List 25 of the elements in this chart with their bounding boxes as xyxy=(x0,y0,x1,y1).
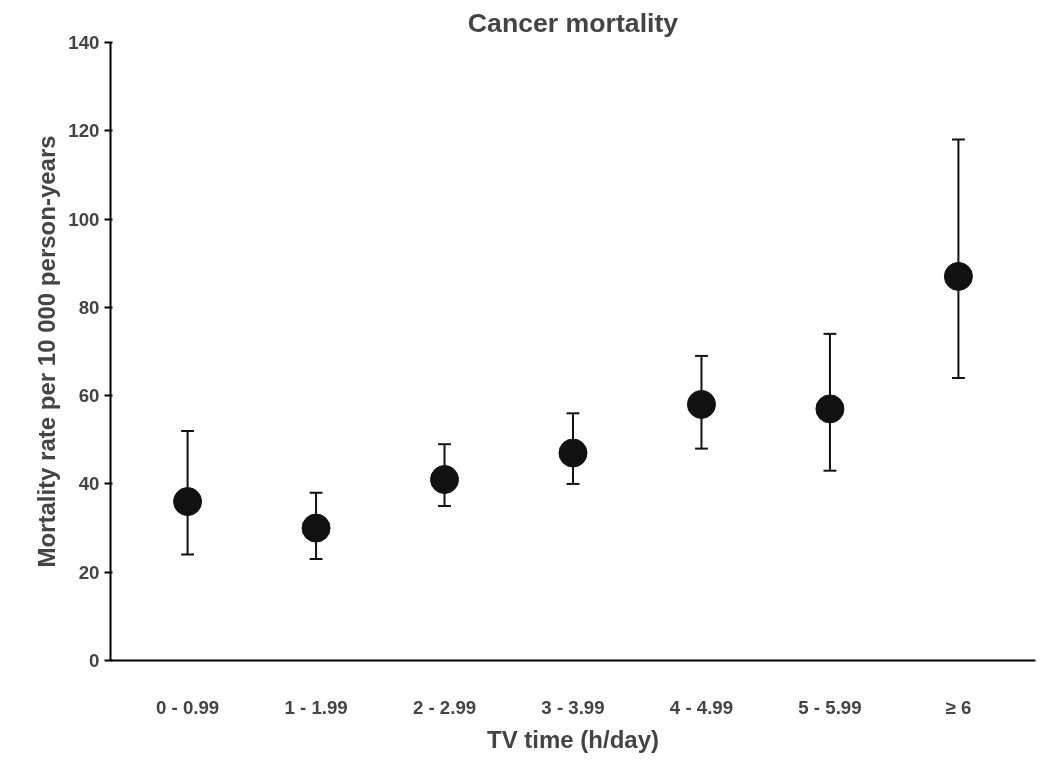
point xyxy=(173,487,203,517)
chart-title: Cancer mortality xyxy=(467,7,679,38)
point xyxy=(301,513,331,543)
point xyxy=(943,261,973,291)
y-tick-label: 80 xyxy=(78,296,100,318)
x-tick-label: ≥ 6 xyxy=(945,696,972,718)
y-tick-label: 100 xyxy=(68,208,100,230)
x-tick-label: 2 - 2.99 xyxy=(412,696,477,718)
y-tick-label: 20 xyxy=(78,561,100,583)
y-axis-title: Mortality rate per 10 000 person-years xyxy=(33,135,61,568)
y-tick-label: 60 xyxy=(78,385,100,407)
y-tick-label: 120 xyxy=(68,120,100,142)
point xyxy=(815,394,845,424)
x-tick-label: 5 - 5.99 xyxy=(798,696,862,718)
x-axis-title: TV time (h/day) xyxy=(486,725,660,753)
y-tick-label: 40 xyxy=(78,473,100,495)
y-tick-label: 0 xyxy=(89,650,100,671)
point xyxy=(686,390,716,419)
x-tick-label: 0 - 0.99 xyxy=(155,696,220,718)
point xyxy=(430,465,460,494)
point xyxy=(558,438,588,468)
x-tick-label: 1 - 1.99 xyxy=(284,696,348,718)
y-tick-label: 140 xyxy=(68,32,100,53)
x-tick-label: 4 - 4.99 xyxy=(669,696,734,718)
x-tick-label: 3 - 3.99 xyxy=(541,696,605,718)
